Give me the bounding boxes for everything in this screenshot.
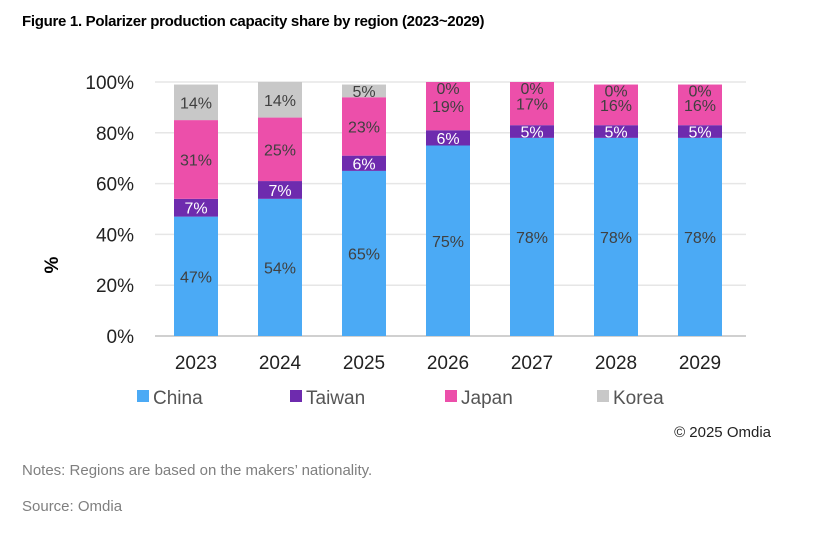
- data-label-taiwan: 5%: [520, 125, 543, 142]
- data-label-china: 47%: [180, 269, 212, 286]
- legend-swatch-taiwan: [290, 390, 302, 402]
- data-label-china: 65%: [348, 246, 380, 263]
- y-tick-label: 20%: [96, 276, 134, 297]
- bar-japan: [342, 97, 386, 156]
- bar-china: [426, 145, 470, 336]
- y-tick-label: 80%: [96, 124, 134, 145]
- source: Source: Omdia: [22, 498, 123, 515]
- bar-korea: [342, 84, 386, 98]
- x-tick-label: 2027: [511, 353, 553, 374]
- legend-label-japan: Japan: [461, 388, 513, 409]
- bar-taiwan: [510, 125, 554, 138]
- figure-title: Figure 1. Polarizer production capacity …: [22, 13, 485, 30]
- data-label-korea: 14%: [264, 93, 296, 110]
- data-label-china: 78%: [684, 230, 716, 247]
- data-label-china: 54%: [264, 260, 296, 277]
- bar-taiwan: [426, 130, 470, 146]
- data-label-korea: 5%: [352, 84, 375, 101]
- x-tick-label: 2029: [679, 353, 721, 374]
- y-tick-label: 60%: [96, 175, 134, 196]
- bar-japan: [594, 84, 638, 126]
- bar-china: [174, 216, 218, 336]
- bar-taiwan: [258, 181, 302, 199]
- bar-taiwan: [342, 155, 386, 171]
- data-label-taiwan: 5%: [688, 125, 711, 142]
- data-label-korea: 14%: [180, 95, 212, 112]
- bar-korea: [258, 82, 302, 118]
- data-label-taiwan: 7%: [184, 201, 207, 218]
- bar-japan: [258, 117, 302, 182]
- bar-korea: [174, 84, 218, 121]
- bar-taiwan: [594, 125, 638, 138]
- data-label-korea: 0%: [604, 84, 627, 101]
- data-label-taiwan: 6%: [352, 156, 375, 173]
- bar-china: [594, 137, 638, 336]
- data-label-korea: 0%: [520, 81, 543, 98]
- data-label-china: 78%: [600, 230, 632, 247]
- bar-china: [678, 137, 722, 336]
- legend-label-taiwan: Taiwan: [306, 388, 365, 409]
- bar-japan: [510, 82, 554, 126]
- data-label-korea: 0%: [688, 84, 711, 101]
- x-tick-label: 2028: [595, 353, 637, 374]
- data-label-korea: 0%: [436, 81, 459, 98]
- bar-japan: [426, 82, 470, 131]
- legend-swatch-korea: [597, 390, 609, 402]
- data-label-taiwan: 5%: [604, 125, 627, 142]
- data-label-japan: 17%: [516, 97, 548, 114]
- y-axis-label: %: [42, 256, 63, 273]
- notes: Notes: Regions are based on the makers’ …: [22, 462, 373, 479]
- bar-taiwan: [678, 125, 722, 138]
- x-tick-label: 2024: [259, 353, 302, 374]
- legend-swatch-china: [137, 390, 149, 402]
- data-label-japan: 16%: [684, 98, 716, 115]
- data-label-japan: 19%: [432, 99, 464, 116]
- data-label-taiwan: 6%: [436, 131, 459, 148]
- data-label-china: 78%: [516, 230, 548, 247]
- data-label-china: 75%: [432, 234, 464, 251]
- bar-taiwan: [174, 198, 218, 217]
- bar-china: [510, 137, 554, 336]
- data-label-japan: 31%: [180, 152, 212, 169]
- data-label-taiwan: 7%: [268, 183, 291, 200]
- legend-swatch-japan: [445, 390, 457, 402]
- legend-label-china: China: [153, 388, 203, 409]
- x-tick-label: 2023: [175, 353, 217, 374]
- data-label-japan: 23%: [348, 119, 380, 136]
- x-tick-label: 2026: [427, 353, 469, 374]
- x-tick-label: 2025: [343, 353, 385, 374]
- bar-japan: [678, 84, 722, 126]
- y-tick-label: 100%: [85, 73, 134, 94]
- data-label-japan: 25%: [264, 142, 296, 159]
- bar-china: [342, 170, 386, 336]
- bar-china: [258, 198, 302, 336]
- y-tick-label: 0%: [107, 327, 135, 348]
- legend-label-korea: Korea: [613, 388, 664, 409]
- data-label-japan: 16%: [600, 98, 632, 115]
- copyright: © 2025 Omdia: [674, 424, 771, 441]
- bar-japan: [174, 120, 218, 199]
- y-tick-label: 40%: [96, 225, 134, 246]
